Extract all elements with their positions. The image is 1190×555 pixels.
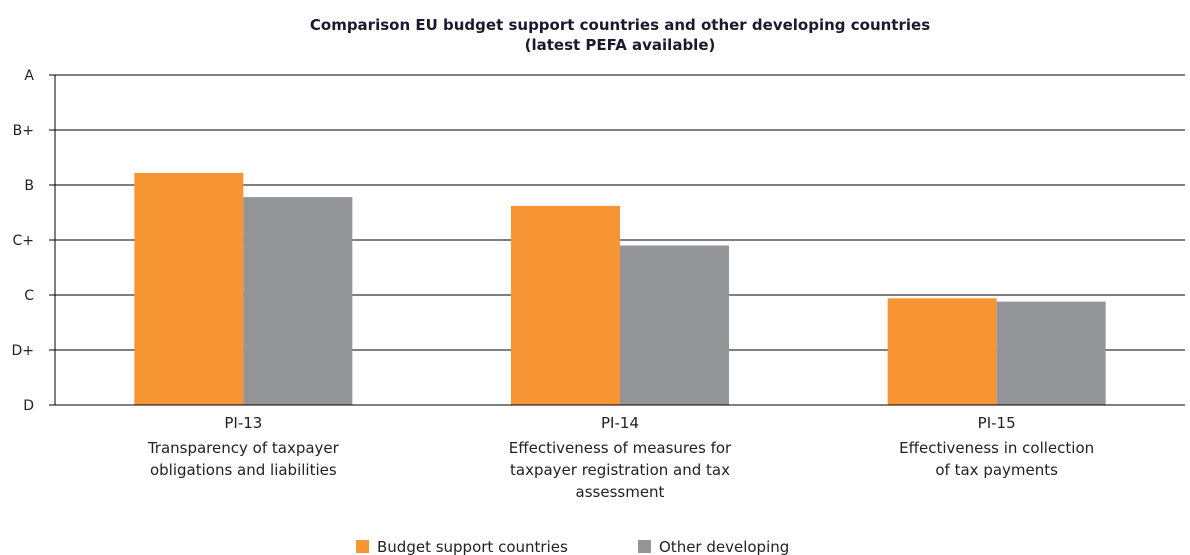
legend-swatch xyxy=(638,540,651,553)
chart-title-line-2: (latest PEFA available) xyxy=(525,36,716,54)
y-tick-label: B+ xyxy=(13,123,34,139)
y-tick-label: C xyxy=(24,288,34,304)
y-tick-label: C+ xyxy=(12,233,34,249)
category-label-line: Effectiveness in collection xyxy=(899,439,1094,457)
legend-label: Budget support countries xyxy=(377,538,568,555)
bar xyxy=(996,301,1106,405)
legend-label: Other developing xyxy=(659,538,789,555)
legend-swatch xyxy=(356,540,369,553)
category-code: PI-13 xyxy=(224,414,262,432)
y-tick-label: B xyxy=(24,178,34,194)
chart-title-line-1: Comparison EU budget support countries a… xyxy=(310,16,930,34)
category-code: PI-15 xyxy=(978,414,1016,432)
bar xyxy=(620,245,729,405)
y-tick-label: D xyxy=(23,398,34,414)
bar xyxy=(511,205,620,405)
y-axis-ticks: D D+ C C+ B B+ A xyxy=(11,68,55,414)
category-label-line: of tax payments xyxy=(935,461,1058,479)
bar xyxy=(887,298,997,405)
category-label-line: obligations and liabilities xyxy=(150,461,337,479)
bar xyxy=(134,172,244,405)
category-labels: PI-13 Transparency of taxpayer obligations… xyxy=(147,414,1094,501)
category-label-line: taxpayer registration and tax xyxy=(510,461,730,479)
category-code: PI-14 xyxy=(601,414,639,432)
bars xyxy=(134,172,1106,405)
category-label-line: Effectiveness of measures for xyxy=(509,439,732,457)
legend: Budget support countries Other developing xyxy=(356,538,789,555)
y-tick-label: A xyxy=(24,68,34,84)
bar xyxy=(243,197,353,405)
y-tick-label: D+ xyxy=(11,343,34,359)
category-label-line: Transparency of taxpayer xyxy=(147,439,340,457)
x-axis xyxy=(54,75,1185,406)
category-label-line: assessment xyxy=(576,483,665,501)
